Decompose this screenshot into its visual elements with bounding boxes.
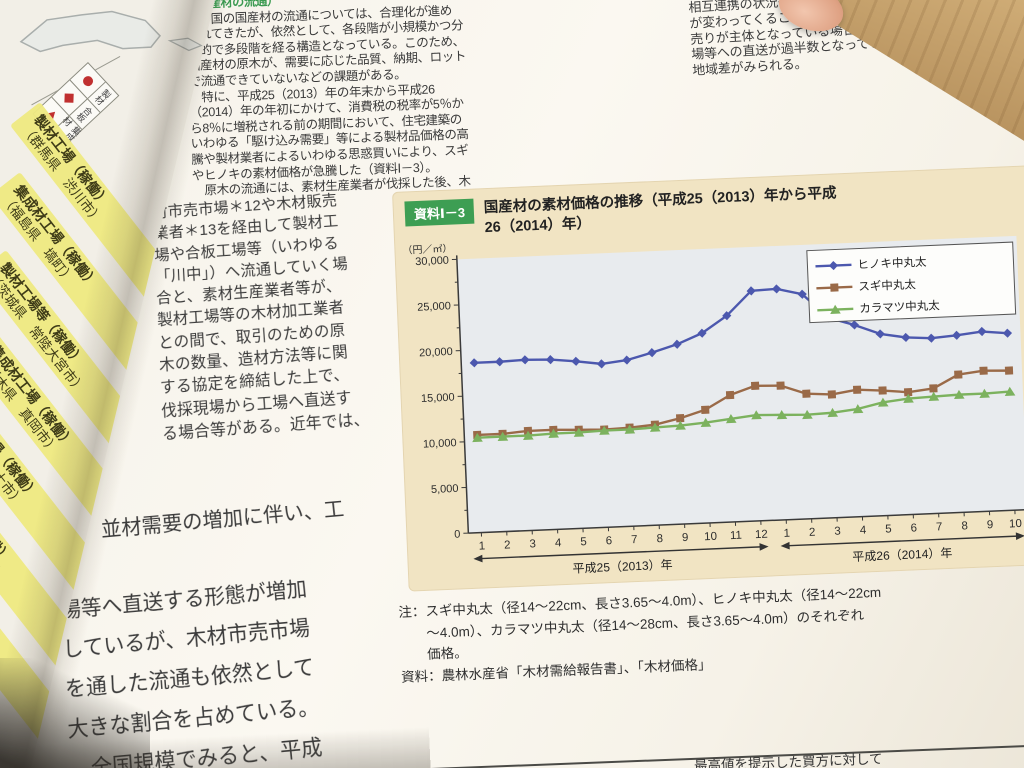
footnote-fragment: 最高値を提示した買方に対して [693, 751, 883, 768]
svg-text:カラマツ中丸太: カラマツ中丸太 [859, 299, 940, 315]
svg-text:9: 9 [987, 519, 994, 531]
svg-text:（円／㎥）: （円／㎥） [402, 242, 452, 257]
figure-badge: 資料Ⅰ－3 [404, 198, 475, 227]
hokkaido-outline [19, 10, 162, 53]
svg-text:8: 8 [961, 520, 968, 532]
svg-text:5: 5 [580, 536, 587, 548]
body-text-column-lower: なみざい 並材需要の増加に伴い、工 場等へ直送する形態が増加 しているが、木材市… [50, 414, 419, 768]
svg-text:4: 4 [555, 537, 562, 549]
series-カラマツ中丸太 [472, 386, 1016, 443]
svg-text:5,000: 5,000 [431, 483, 459, 496]
body-text-column-upper: （国産材の流通） 我が国の国産材の流通については、合理化が進め られてきたが、依… [186, 0, 471, 200]
figure-title-line2: 26（2014）年） [484, 215, 592, 237]
figure-title-line1: 国産材の素材価格の推移（平成25（2013）年から平成 [483, 185, 837, 217]
svg-text:3: 3 [834, 526, 841, 538]
svg-text:12: 12 [755, 529, 768, 542]
svg-text:1: 1 [783, 528, 790, 540]
svg-text:6: 6 [910, 522, 917, 534]
svg-text:7: 7 [936, 521, 943, 533]
svg-text:15,000: 15,000 [421, 392, 455, 405]
svg-text:10: 10 [1009, 518, 1022, 531]
svg-text:10: 10 [704, 531, 717, 544]
body-line-text: 並材需要の増加に伴い、工 [100, 498, 346, 542]
svg-text:8: 8 [656, 533, 663, 545]
svg-text:平成26（2014）年: 平成26（2014）年 [852, 546, 953, 564]
svg-text:スギ中丸太: スギ中丸太 [858, 278, 916, 293]
svg-text:ヒノキ中丸太: ヒノキ中丸太 [857, 256, 927, 272]
svg-text:平成25（2013）年: 平成25（2013）年 [572, 558, 673, 576]
svg-text:6: 6 [606, 535, 613, 547]
island-outline [167, 37, 203, 52]
body-text-column-narrow: 材市売市場＊12や木材販売 業者＊13を経由して製材工 場や合板工場等（いわゆる… [152, 185, 425, 446]
price-line-chart: 0 5,000 10,000 15,000 20,000 25,000 30,000（円／㎥… [402, 235, 1024, 576]
svg-text:9: 9 [682, 532, 689, 544]
figure-notes: 注：スギ中丸太（径14〜22cm、長さ3.65〜4.0m）、ヒノキ中丸太（径14… [398, 575, 1024, 688]
svg-text:3: 3 [529, 538, 536, 550]
svg-text:0: 0 [454, 528, 461, 540]
svg-text:30,000: 30,000 [415, 255, 449, 268]
chart-wrapper: 0 5,000 10,000 15,000 20,000 25,000 30,000 （円／㎥… [402, 219, 1024, 590]
svg-text:4: 4 [860, 524, 867, 536]
svg-text:10,000: 10,000 [423, 437, 457, 450]
svg-text:2: 2 [504, 539, 511, 551]
svg-text:11: 11 [730, 530, 742, 542]
figure-box: 資料Ⅰ－3 国産材の素材価格の推移（平成25（2013）年から平成 26（201… [392, 164, 1024, 592]
svg-text:1: 1 [478, 540, 485, 552]
svg-text:2: 2 [809, 527, 816, 539]
svg-text:20,000: 20,000 [419, 346, 453, 359]
svg-text:5: 5 [885, 523, 892, 535]
svg-text:25,000: 25,000 [417, 300, 451, 313]
svg-text:7: 7 [631, 534, 638, 546]
